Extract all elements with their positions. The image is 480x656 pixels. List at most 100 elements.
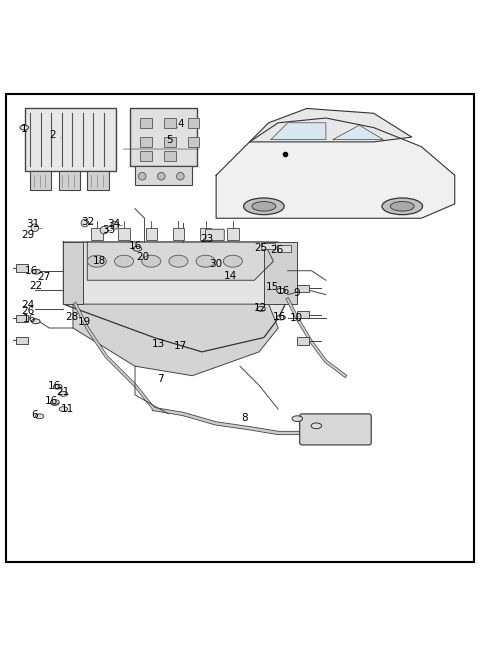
Text: 16: 16 [25,266,38,276]
Bar [164,118,176,127]
Text: 13: 13 [152,339,166,349]
Circle shape [100,226,108,234]
Text: 26: 26 [21,306,34,316]
Bar [140,137,152,147]
Text: 4: 4 [177,119,184,129]
Ellipse shape [196,255,215,267]
Bar [130,108,197,166]
Text: 33: 33 [102,225,115,235]
FancyBboxPatch shape [205,229,224,241]
Bar [140,152,152,161]
Circle shape [138,173,146,180]
Ellipse shape [133,247,142,251]
Bar [173,228,184,239]
Bar [91,228,103,239]
Text: 10: 10 [290,314,303,323]
Ellipse shape [257,306,265,312]
Bar [262,243,275,249]
Text: 16: 16 [128,241,142,251]
Text: 21: 21 [56,387,69,397]
Polygon shape [333,125,383,140]
Text: 27: 27 [37,272,50,282]
Text: 5: 5 [167,135,173,146]
Text: 19: 19 [78,317,91,327]
Text: 16: 16 [23,314,36,325]
Text: 26: 26 [270,245,283,255]
Polygon shape [271,123,326,140]
Ellipse shape [390,201,414,211]
Bar [188,118,199,127]
Bar [164,152,176,161]
Text: 16: 16 [45,396,58,407]
Text: 12: 12 [254,303,267,313]
Bar [87,171,109,190]
Text: 14: 14 [224,272,237,281]
Text: 17: 17 [174,340,187,351]
Ellipse shape [32,270,40,274]
Text: 23: 23 [200,234,213,244]
Ellipse shape [115,255,133,267]
Text: 29: 29 [21,230,34,240]
Text: 34: 34 [107,220,120,230]
Bar [30,171,51,190]
Polygon shape [63,242,297,352]
Ellipse shape [277,315,285,320]
Bar [188,137,199,147]
Text: 2: 2 [49,130,56,140]
Text: 24: 24 [21,300,34,310]
Bar [200,228,211,239]
Ellipse shape [277,289,285,293]
Polygon shape [216,118,455,218]
Ellipse shape [311,423,322,428]
Ellipse shape [20,125,29,130]
Text: 25: 25 [254,243,267,253]
Circle shape [31,224,38,232]
Bar [297,285,309,292]
Bar [16,315,28,322]
FancyBboxPatch shape [25,108,116,171]
Polygon shape [250,108,412,142]
Polygon shape [87,242,274,280]
Ellipse shape [59,392,68,396]
Ellipse shape [292,416,302,422]
Text: 30: 30 [210,258,223,268]
Ellipse shape [87,255,107,267]
Ellipse shape [382,198,422,215]
Text: 16: 16 [273,312,286,321]
Ellipse shape [35,414,44,419]
Bar [277,245,290,252]
Circle shape [81,219,89,227]
Bar [140,118,152,127]
Bar [118,228,130,239]
Text: 1: 1 [21,123,28,134]
Bar [59,171,80,190]
Ellipse shape [142,255,161,267]
Text: 6: 6 [32,411,38,420]
Text: 11: 11 [60,403,74,414]
Circle shape [111,222,119,229]
Ellipse shape [53,384,62,389]
Bar [16,337,28,344]
Polygon shape [63,242,83,304]
Ellipse shape [223,255,242,267]
Polygon shape [264,242,297,304]
Ellipse shape [59,407,68,411]
Circle shape [177,173,184,180]
Text: 18: 18 [93,256,106,266]
Circle shape [157,173,165,180]
Bar [297,337,309,344]
Text: 15: 15 [266,282,279,292]
FancyBboxPatch shape [300,414,371,445]
Bar [164,137,176,147]
Ellipse shape [50,400,59,404]
Ellipse shape [50,401,59,405]
Text: 16: 16 [48,380,61,391]
Text: 28: 28 [65,312,78,321]
Text: 22: 22 [29,281,42,291]
Bar [16,264,28,272]
Text: 8: 8 [241,413,248,423]
Bar [145,228,157,239]
Ellipse shape [32,319,40,323]
Text: 9: 9 [293,288,300,298]
FancyBboxPatch shape [135,166,192,185]
